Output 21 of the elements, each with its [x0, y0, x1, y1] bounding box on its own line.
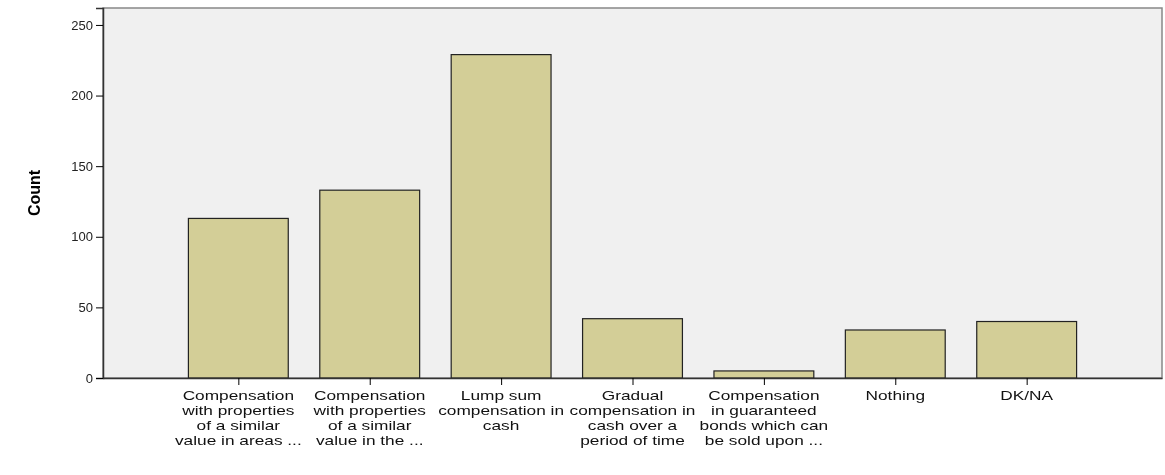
x-tick-label: Compensation with properties of a similar value in the ... — [312, 387, 427, 448]
y-axis-title: Count — [26, 169, 43, 217]
x-tick-label: Compensation in guaranteed bonds which can be sold upon ... — [699, 387, 829, 448]
y-tick-label: 0 — [85, 370, 93, 386]
y-tick-label: 50 — [78, 300, 93, 316]
x-tick-label: Lump sum compensation in cash — [438, 387, 565, 433]
bar — [187, 217, 289, 379]
bar — [713, 370, 815, 379]
bar — [581, 318, 684, 379]
y-tick-label: 150 — [71, 158, 93, 174]
x-tick-label: Compensation with properties of a similar value in areas ... — [174, 387, 302, 448]
y-tick-label: 200 — [71, 88, 93, 104]
y-tick-label: 250 — [71, 17, 93, 33]
y-tick-label: 100 — [71, 229, 93, 245]
bar — [976, 320, 1078, 379]
bar — [450, 54, 552, 379]
bar — [844, 329, 946, 379]
x-tick-label: Gradual compensation in cash over a period of time — [569, 387, 696, 448]
x-tick-label: DK/NA — [1000, 387, 1054, 403]
bar — [319, 189, 421, 379]
x-tick-label: Nothing — [865, 387, 926, 403]
